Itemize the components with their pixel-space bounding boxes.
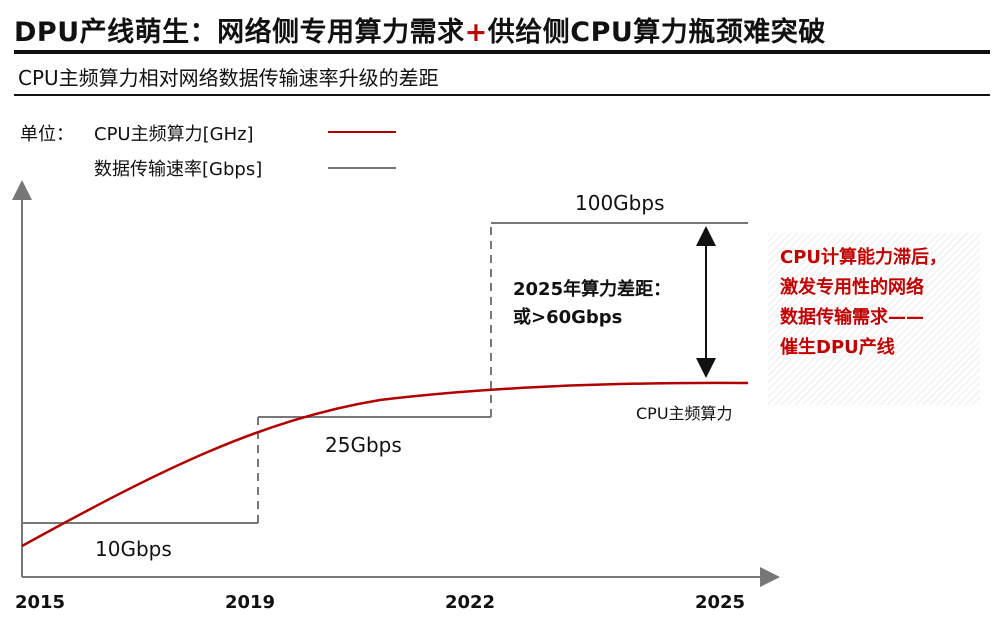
subtitle-bar: CPU主频算力相对网络数据传输速率升级的差距 [14,56,990,96]
title-tail: 供给侧CPU算力瓶颈难突破 [487,17,826,48]
rate-label-1: 25Gbps [325,433,402,457]
cpu-curve [21,381,749,548]
legend-cpu-swatch [328,131,396,133]
x-tick-label-1: 2019 [225,592,275,613]
title-plus: + [464,17,488,48]
x-tick-label-0: 2015 [15,592,65,613]
gap-title: 2025年算力差距： [513,278,671,300]
legend-rate-swatch [328,167,396,169]
page-title: DPU产线萌生：网络侧专用算力需求+供给侧CPU算力瓶颈难突破 [14,10,826,49]
rate-label-0: 10Gbps [95,537,172,561]
legend-rate-label: 数据传输速率[Gbps] [94,159,263,180]
title-bar: DPU产线萌生：网络侧专用算力需求+供给侧CPU算力瓶颈难突破 [14,6,990,54]
x-tick-label-2: 2022 [445,592,495,613]
rate-label-2: 100Gbps [575,191,664,215]
title-main: DPU产线萌生：网络侧专用算力需求 [14,17,465,48]
legend-cpu-label: CPU主频算力[GHz] [94,124,254,145]
cpu-curve-label: CPU主频算力 [636,404,733,423]
callout-box [768,233,980,405]
unit-label: 单位： [20,124,74,145]
gap-value: 或>60Gbps [513,306,622,328]
series-rate: 10Gbps 25Gbps 100Gbps [22,191,748,561]
chart-subtitle: CPU主频算力相对网络数据传输速率升级的差距 [18,66,439,90]
x-tick-label-3: 2025 [695,592,745,613]
callout-text: CPU计算能力滞后， 激发专用性的网络 数据传输需求—— 催生DPU产线 [780,247,948,358]
series-cpu [21,381,749,548]
